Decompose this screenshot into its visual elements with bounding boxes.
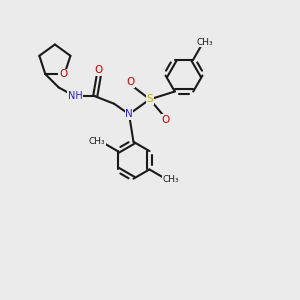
Text: S: S bbox=[146, 94, 153, 104]
Text: CH₃: CH₃ bbox=[88, 137, 105, 146]
Text: N: N bbox=[125, 109, 133, 119]
Text: O: O bbox=[161, 115, 170, 124]
Text: O: O bbox=[59, 69, 67, 79]
Text: CH₃: CH₃ bbox=[162, 175, 179, 184]
Text: O: O bbox=[95, 65, 103, 75]
Text: O: O bbox=[126, 77, 135, 87]
Text: NH: NH bbox=[68, 92, 82, 101]
Text: CH₃: CH₃ bbox=[196, 38, 213, 46]
